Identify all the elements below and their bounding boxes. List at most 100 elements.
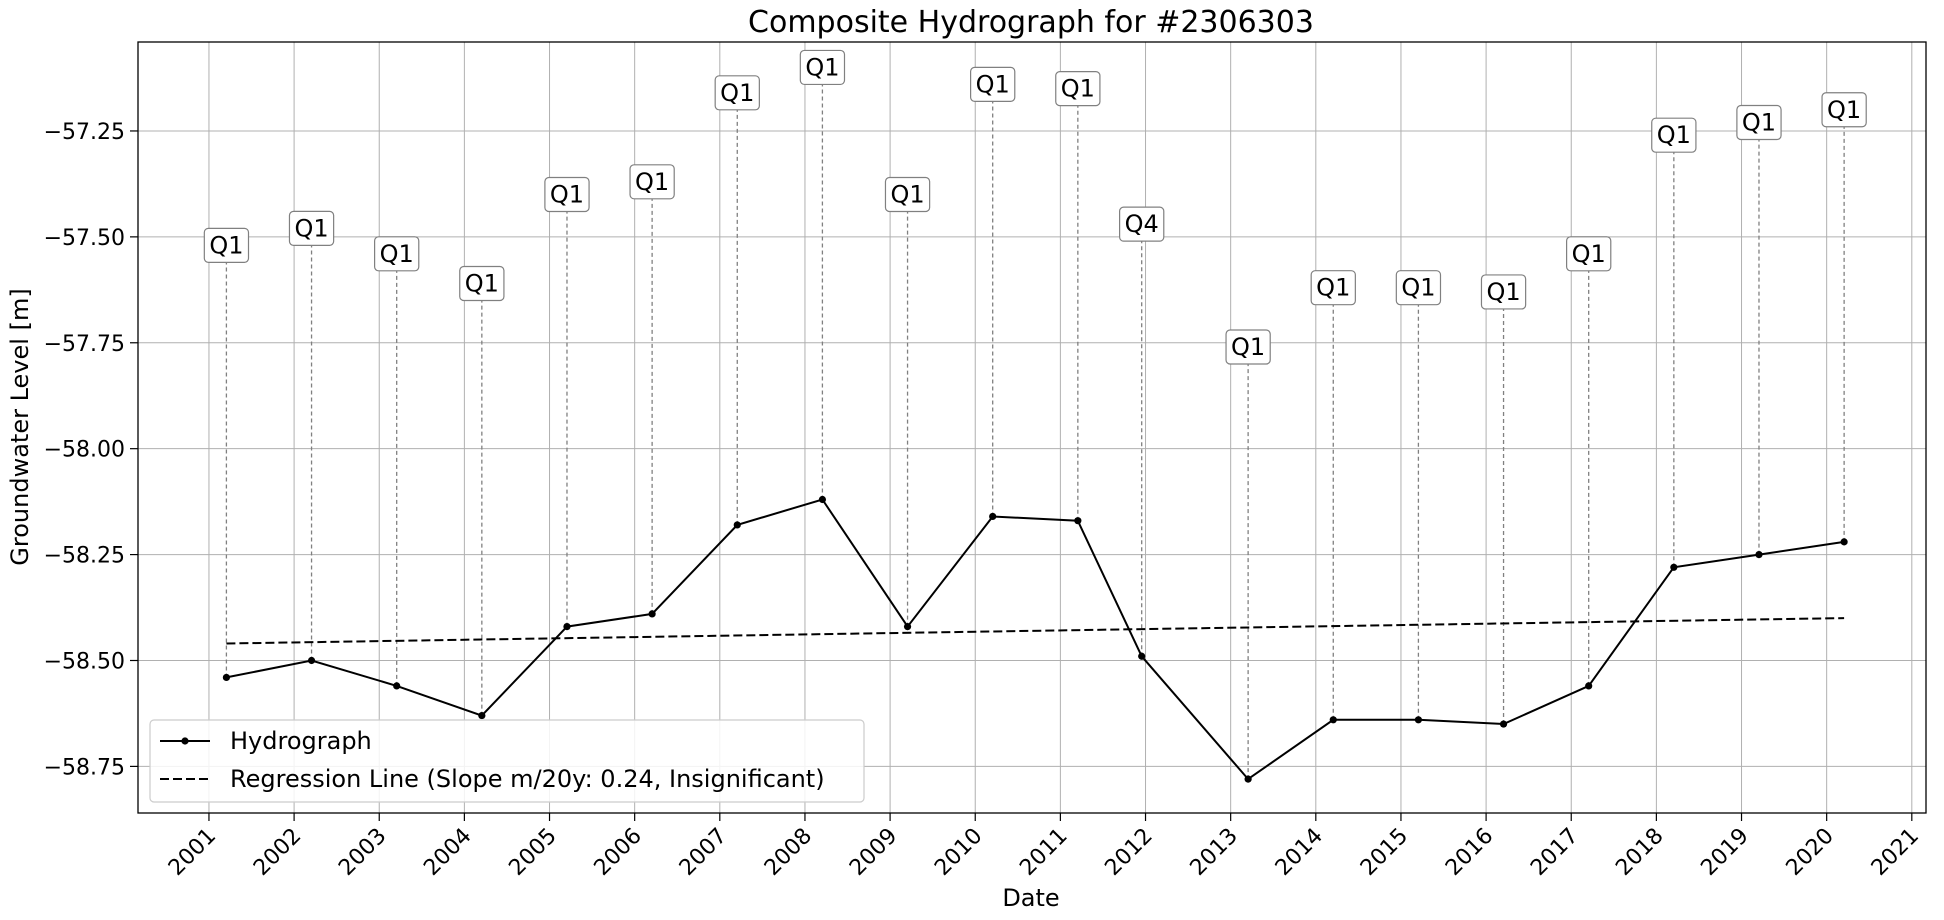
x-tick-label: 2014 <box>1271 824 1328 881</box>
chart-title: Composite Hydrograph for #2306303 <box>748 5 1314 40</box>
annotation-label: Q1 <box>1827 96 1861 124</box>
annotation-label: Q1 <box>1316 274 1350 302</box>
annotation-box <box>288 210 335 246</box>
hydrograph-point <box>1499 720 1508 728</box>
annotation-label: Q1 <box>209 231 243 259</box>
x-tick-label: 2005 <box>504 824 561 881</box>
annotation-label: Q1 <box>294 214 328 242</box>
annotation-label: Q1 <box>550 181 584 209</box>
annotation-box <box>1736 104 1782 141</box>
annotation-label: Q4 <box>1125 210 1159 238</box>
annotation-label: Q1 <box>1742 108 1776 136</box>
hydrograph-point <box>1755 550 1763 559</box>
annotation-box <box>1480 274 1527 310</box>
hydrograph-point <box>222 673 231 682</box>
y-axis-label: Groundwater Level [m] <box>6 288 34 565</box>
hydrograph-point <box>478 711 486 720</box>
x-axis-label: Date <box>1002 884 1059 912</box>
hydrograph-point <box>1585 682 1593 690</box>
x-tick-label: 2006 <box>590 824 647 881</box>
annotation-label: Q1 <box>1231 333 1265 361</box>
x-tick-label: 2008 <box>760 824 817 881</box>
x-tick-label: 2021 <box>1867 824 1924 881</box>
annotation-label: Q1 <box>380 240 414 268</box>
annotation-box <box>1395 270 1442 306</box>
x-tick-label: 2018 <box>1611 824 1668 881</box>
annotation-box <box>1566 236 1612 272</box>
hydrograph-point <box>563 623 571 631</box>
hydrograph-point <box>307 656 316 665</box>
y-tick-label: −57.25 <box>44 120 125 145</box>
annotation-box <box>714 75 760 111</box>
x-tick-label: 2017 <box>1526 824 1583 881</box>
y-tick-label: −57.75 <box>44 332 125 357</box>
x-tick-label: 2012 <box>1100 824 1157 881</box>
x-tick-label: 2019 <box>1696 824 1753 881</box>
hydrograph-point <box>1840 538 1848 546</box>
annotation-label: Q1 <box>976 70 1010 98</box>
hydrograph-point <box>1244 775 1252 783</box>
annotation-label: Q1 <box>805 53 839 81</box>
legend: Hydrograph Regression Line (Slope m/20y: … <box>149 719 865 803</box>
legend-entry: Regression Line (Slope m/20y: 0.24, Insi… <box>230 765 825 793</box>
hydrograph-point <box>1329 716 1337 724</box>
y-tick-label: −57.50 <box>44 226 125 251</box>
annotation-label: Q1 <box>720 79 754 107</box>
annotation-box <box>1055 70 1101 107</box>
plot-frame <box>137 41 1927 814</box>
annotation-label: Q1 <box>1657 121 1691 149</box>
hydrograph-point <box>1138 652 1146 660</box>
y-tick-label: −58.00 <box>44 438 125 463</box>
annotation-box <box>1225 329 1271 365</box>
annotation-box <box>1651 117 1697 153</box>
quarter-annotations: Q1 Q1 Q1 Q1 Q1 Q1 Q1 Q1 Q1 Q1 Q1 Q4 Q1 Q1 Q1 Q1 Q1 Q1 Q1 Q1 <box>203 49 1867 780</box>
annotation-label: Q1 <box>1486 278 1520 306</box>
annotation-label: Q1 <box>1061 75 1095 103</box>
y-tick-label: −58.75 <box>44 755 125 780</box>
grid-lines <box>138 42 1926 813</box>
x-tick-label: 2009 <box>845 824 902 881</box>
regression-line <box>226 617 1845 645</box>
x-tick-label: 2001 <box>164 824 221 881</box>
annotation-label: Q1 <box>635 168 669 196</box>
x-tick-label: 2015 <box>1356 824 1413 881</box>
hydrograph-point <box>1670 563 1678 571</box>
y-tick-label: −58.50 <box>44 649 125 674</box>
annotation-label: Q1 <box>1572 240 1606 268</box>
hydrograph-point <box>733 521 741 529</box>
annotation-label: Q1 <box>1401 274 1435 302</box>
legend-marker <box>181 737 189 745</box>
annotation-box <box>799 49 846 86</box>
x-tick-label: 2004 <box>419 824 476 881</box>
annotation-box <box>203 227 250 263</box>
axis-ticks <box>130 130 1913 821</box>
annotation-box <box>459 265 505 302</box>
hydrograph-point <box>393 682 401 690</box>
hydrograph-point <box>1074 517 1082 525</box>
legend-entry: Hydrograph <box>230 727 372 755</box>
annotation-box <box>629 164 675 200</box>
annotation-label: Q1 <box>890 181 924 209</box>
x-tick-label: 2011 <box>1015 824 1072 881</box>
annotation-box <box>1310 270 1356 306</box>
x-tick-labels: 2001 2002 2003 2004 2005 2006 2007 2008 2009 2010… <box>164 824 1924 881</box>
legend-box <box>149 719 865 803</box>
annotation-box <box>1821 92 1867 128</box>
annotation-box <box>884 176 931 213</box>
x-tick-label: 2020 <box>1782 824 1839 881</box>
x-tick-label: 2002 <box>249 824 306 881</box>
annotation-box <box>970 66 1016 102</box>
annotation-box <box>544 176 590 213</box>
x-tick-label: 2016 <box>1441 824 1498 881</box>
hydrograph-point <box>1414 716 1423 724</box>
hydrograph-point <box>648 610 656 618</box>
x-tick-label: 2013 <box>1186 824 1243 881</box>
x-tick-label: 2010 <box>930 824 987 881</box>
annotation-box <box>374 236 420 272</box>
y-tick-label: −58.25 <box>44 544 125 569</box>
y-tick-labels: −58.75 −58.50 −58.25 −58.00 −57.75 −57.50 −57.… <box>44 120 125 780</box>
hydrograph-point <box>903 623 912 631</box>
x-tick-label: 2003 <box>334 824 391 881</box>
hydrograph-point <box>989 512 997 521</box>
